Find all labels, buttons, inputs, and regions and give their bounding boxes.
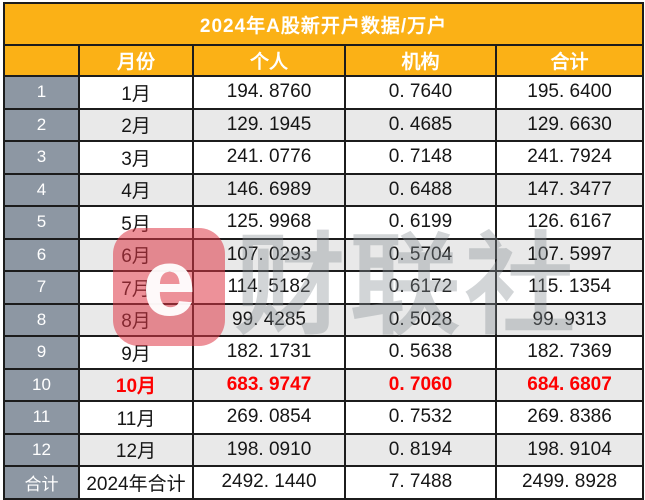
row-index: 3: [3, 140, 80, 175]
table-row: 9 9月 182. 1731 0. 5638 182. 7369: [3, 335, 645, 370]
cell-total: 126. 6167: [494, 205, 645, 240]
row-index: 8: [3, 302, 80, 337]
table-row: 1 1月 194. 8760 0. 7640 195. 6400: [3, 75, 645, 110]
cell-institution: 0. 7640: [344, 75, 497, 110]
cell-individual: 114. 5182: [192, 270, 346, 305]
cell-individual: 99. 4285: [192, 302, 346, 337]
cell-institution: 0. 5028: [344, 302, 497, 337]
table-row: 2 2月 129. 1945 0. 4685 129. 6630: [3, 107, 645, 142]
cell-total: 684. 6807: [494, 367, 645, 402]
table-row: 合计 2024年合计 2492. 1440 7. 7488 2499. 8928: [3, 465, 645, 500]
cell-institution: 0. 4685: [344, 107, 497, 142]
header-cell-blank: [3, 44, 80, 77]
cell-institution: 0. 8194: [344, 432, 497, 467]
cell-individual: 182. 1731: [192, 335, 346, 370]
cell-individual: 125. 9968: [192, 205, 346, 240]
cell-total: 269. 8386: [494, 400, 645, 435]
cell-total: 195. 6400: [494, 75, 645, 110]
cell-total: 241. 7924: [494, 140, 645, 175]
table-title: 2024年A股新开户数据/万户: [2, 2, 645, 46]
cell-total: 147. 3477: [494, 172, 645, 207]
table-row: 5 5月 125. 9968 0. 6199 126. 6167: [3, 205, 645, 240]
header-cell-total: 合计: [494, 44, 645, 77]
cell-institution: 0. 6199: [344, 205, 497, 240]
cell-institution: 0. 6172: [344, 270, 497, 305]
cell-month: 2月: [78, 107, 194, 142]
cell-month: 3月: [78, 140, 194, 175]
cell-total: 129. 6630: [494, 107, 645, 142]
cell-total: 107. 5997: [494, 237, 645, 272]
cell-institution: 0. 5704: [344, 237, 497, 272]
cell-institution: 7. 7488: [344, 465, 497, 500]
cell-month: 12月: [78, 432, 194, 467]
cell-institution: 0. 5638: [344, 335, 497, 370]
cell-individual: 683. 9747: [192, 367, 346, 402]
cell-individual: 194. 8760: [192, 75, 346, 110]
cell-individual: 107. 0293: [192, 237, 346, 272]
cell-month: 4月: [78, 172, 194, 207]
table-row: 7 7月 114. 5182 0. 6172 115. 1354: [3, 270, 645, 305]
row-index: 5: [3, 205, 80, 240]
row-index: 11: [3, 400, 80, 435]
row-index: 2: [3, 107, 80, 142]
table-row: 12 12月 198. 0910 0. 8194 198. 9104: [3, 432, 645, 467]
cell-month: 10月: [78, 367, 194, 402]
table-row: 6 6月 107. 0293 0. 5704 107. 5997: [3, 237, 645, 272]
cell-individual: 241. 0776: [192, 140, 346, 175]
row-index: 4: [3, 172, 80, 207]
header-cell-institution: 机构: [344, 44, 497, 77]
cell-month: 7月: [78, 270, 194, 305]
row-index: 12: [3, 432, 80, 467]
cell-total: 2499. 8928: [494, 465, 645, 500]
cell-month: 9月: [78, 335, 194, 370]
cell-total: 115. 1354: [494, 270, 645, 305]
cell-total: 182. 7369: [494, 335, 645, 370]
cell-individual: 129. 1945: [192, 107, 346, 142]
table-row: 10 10月 683. 9747 0. 7060 684. 6807: [3, 367, 645, 402]
cell-month: 1月: [78, 75, 194, 110]
title-row: 2024年A股新开户数据/万户: [2, 2, 645, 46]
cell-individual: 269. 0854: [192, 400, 346, 435]
row-index: 1: [3, 75, 80, 110]
cell-individual: 2492. 1440: [192, 465, 346, 500]
table-row: 11 11月 269. 0854 0. 7532 269. 8386: [3, 400, 645, 435]
cell-month: 5月: [78, 205, 194, 240]
cell-month: 11月: [78, 400, 194, 435]
row-index: 7: [3, 270, 80, 305]
table-row: 8 8月 99. 4285 0. 5028 99. 9313: [3, 302, 645, 337]
header-cell-month: 月份: [78, 44, 194, 77]
cell-institution: 0. 7060: [344, 367, 497, 402]
cell-month: 6月: [78, 237, 194, 272]
table-row: 3 3月 241. 0776 0. 7148 241. 7924: [3, 140, 645, 175]
cell-institution: 0. 6488: [344, 172, 497, 207]
row-index: 合计: [3, 465, 80, 500]
cell-month: 2024年合计: [78, 465, 194, 500]
cell-total: 198. 9104: [494, 432, 645, 467]
cell-month: 8月: [78, 302, 194, 337]
table-row: 4 4月 146. 6989 0. 6488 147. 3477: [3, 172, 645, 207]
row-index: 9: [3, 335, 80, 370]
cell-individual: 198. 0910: [192, 432, 346, 467]
cell-total: 99. 9313: [494, 302, 645, 337]
row-index: 6: [3, 237, 80, 272]
header-row: 月份 个人 机构 合计: [3, 44, 645, 77]
cell-institution: 0. 7148: [344, 140, 497, 175]
header-cell-individual: 个人: [192, 44, 346, 77]
cell-individual: 146. 6989: [192, 172, 346, 207]
cell-institution: 0. 7532: [344, 400, 497, 435]
row-index: 10: [3, 367, 80, 402]
